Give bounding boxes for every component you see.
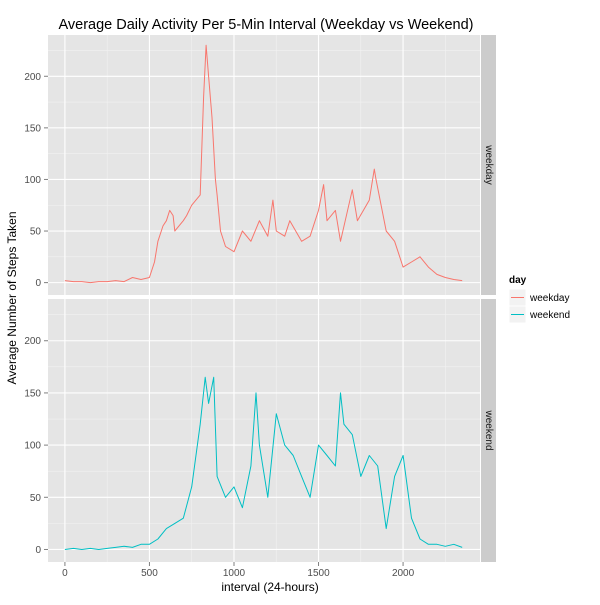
legend-items: weekday weekend — [508, 288, 570, 324]
y-tick-label: 50 — [30, 227, 42, 238]
panel-background — [48, 299, 480, 562]
y-tick-label: 150 — [24, 123, 41, 134]
y-tick-label: 200 — [24, 336, 41, 347]
y-tick-label: 50 — [30, 493, 42, 504]
legend: day weekday weekend — [508, 275, 570, 324]
x-axis: 0 500 1000 1500 2000 — [62, 562, 415, 579]
panel-weekday: 0 50 100 150 200 weekday — [24, 35, 496, 295]
series-line-weekday — [64, 44, 463, 284]
x-tick-label: 0 — [62, 568, 68, 579]
y-axis-label: Average Number of Steps Taken — [5, 212, 19, 385]
panel-weekend: 0 50 100 150 200 weekend — [24, 299, 496, 562]
x-tick-label: 2000 — [392, 568, 415, 579]
legend-item-weekday: weekday — [508, 288, 569, 307]
x-tick-label: 1500 — [307, 568, 330, 579]
y-tick-label: 100 — [24, 441, 41, 452]
x-tick-label: 1000 — [223, 568, 246, 579]
y-tick-label: 150 — [24, 388, 41, 399]
chart-title: Average Daily Activity Per 5-Min Interva… — [58, 17, 473, 33]
legend-title: day — [509, 275, 527, 286]
strip-background — [481, 35, 496, 295]
strip-label-weekend: weekend — [483, 409, 494, 450]
legend-label-weekend: weekend — [529, 310, 570, 321]
y-tick-label: 0 — [35, 278, 41, 289]
y-tick-label: 200 — [24, 72, 41, 83]
legend-item-weekend: weekend — [508, 305, 570, 324]
panel-background — [48, 35, 480, 295]
y-tick-label: 100 — [24, 175, 41, 186]
x-tick-label: 500 — [141, 568, 158, 579]
x-axis-label: interval (24-hours) — [221, 580, 318, 594]
panels-layer: 0 50 100 150 200 weekday 0 50 100 150 200 weekend — [24, 35, 496, 562]
legend-label-weekday: weekday — [529, 293, 569, 304]
strip-background — [481, 299, 496, 562]
y-tick-label: 0 — [35, 545, 41, 556]
series-line-weekend — [64, 376, 463, 550]
strip-label-weekday: weekday — [483, 144, 494, 184]
